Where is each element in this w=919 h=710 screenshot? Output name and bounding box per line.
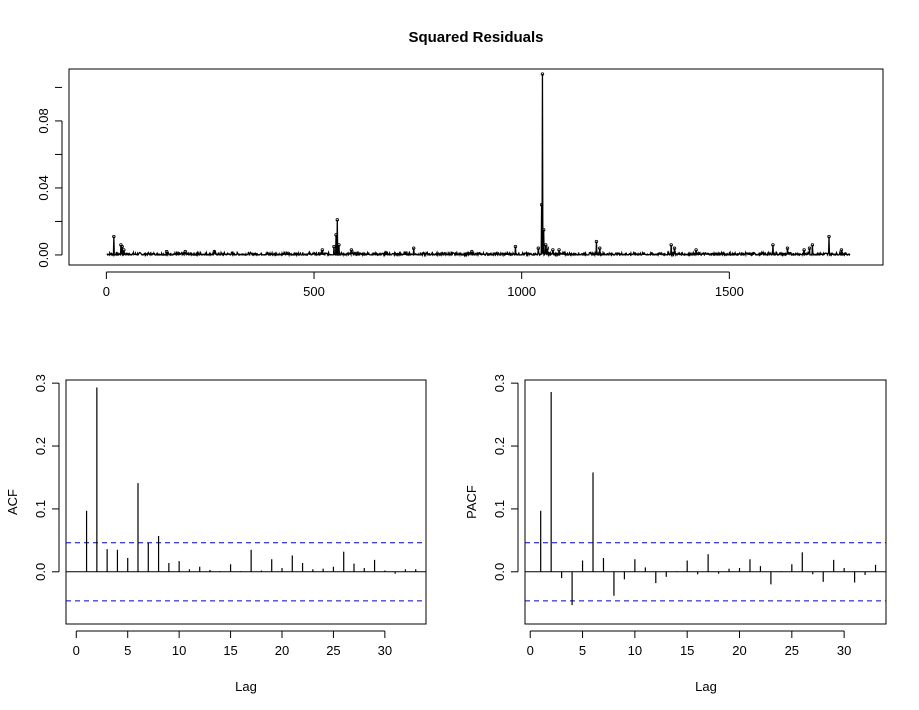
x-tick-label: 0 xyxy=(527,643,534,658)
residual-point xyxy=(164,249,169,254)
pacf-frame xyxy=(524,379,887,625)
x-tick-label: 25 xyxy=(785,643,799,658)
x-tick-label: 1000 xyxy=(507,284,536,299)
residual-point xyxy=(545,246,550,250)
residual-point xyxy=(669,243,673,247)
x-tick-label: 15 xyxy=(680,643,694,658)
x-tick-label: 0 xyxy=(103,284,110,299)
pacf-plot: 0 5 10 15 20 25 30 0.0 0.1 0.2 0.3 Lag PACF xyxy=(464,374,887,694)
residual-point xyxy=(810,243,815,247)
residual-point xyxy=(335,218,339,222)
acf-frame xyxy=(65,379,427,625)
acf-ylabel: ACF xyxy=(5,489,20,515)
residual-point xyxy=(513,244,518,249)
residual-point xyxy=(349,248,354,252)
x-tick-label: 20 xyxy=(275,643,289,658)
residual-point xyxy=(541,228,546,232)
residual-line xyxy=(106,74,851,258)
y-tick-label: 0.3 xyxy=(33,374,48,392)
acf-y-axis: 0.0 0.1 0.2 0.3 xyxy=(33,374,60,581)
residual-point xyxy=(536,246,540,250)
residual-point xyxy=(544,243,548,247)
y-tick-label: 0.04 xyxy=(36,175,51,200)
residual-point xyxy=(785,246,790,250)
residual-point xyxy=(771,243,775,247)
x-tick-label: 25 xyxy=(326,643,340,658)
x-tick-label: 5 xyxy=(124,643,131,658)
residual-point xyxy=(827,234,831,239)
plot-title: Squared Residuals xyxy=(408,29,543,46)
y-axis: 0.00 0.04 0.08 xyxy=(36,86,63,268)
residual-point xyxy=(412,246,416,250)
residual-point xyxy=(334,233,338,237)
residual-point xyxy=(540,72,545,76)
x-tick-label: 10 xyxy=(628,643,642,658)
residual-point xyxy=(807,246,812,250)
residual-point xyxy=(122,248,126,252)
residual-point xyxy=(694,248,698,252)
y-tick-label: 0.1 xyxy=(492,500,507,518)
residual-point xyxy=(839,248,844,252)
x-tick-label: 20 xyxy=(732,643,746,658)
y-tick-label: 0.00 xyxy=(36,242,51,267)
squared-residuals-plot: Squared Residuals 0 500 1000 1500 0.000.040… xyxy=(36,29,884,299)
acf-x-axis: 0 5 10 15 20 25 30 xyxy=(73,630,392,658)
residual-point xyxy=(112,234,116,239)
residual-point xyxy=(212,249,217,254)
residual-point xyxy=(557,248,561,252)
residual-point xyxy=(539,202,544,207)
y-tick-label: 0.08 xyxy=(36,108,51,133)
residual-point xyxy=(470,249,474,254)
x-axis: 0 500 1000 1500 xyxy=(103,271,744,299)
x-tick-label: 5 xyxy=(579,643,586,658)
pacf-ylabel: PACF xyxy=(464,485,479,519)
residual-point xyxy=(337,243,341,247)
x-tick-label: 1500 xyxy=(715,284,744,299)
pacf-x-axis: 0 5 10 15 20 25 30 xyxy=(527,630,851,658)
y-tick-label: 0.2 xyxy=(33,437,48,455)
residual-point xyxy=(332,244,336,249)
residual-point xyxy=(320,248,325,252)
residual-point xyxy=(183,249,187,254)
residual-series xyxy=(106,72,851,258)
residual-point xyxy=(120,244,124,249)
acf-xlabel: Lag xyxy=(235,679,257,694)
pacf-xlabel: Lag xyxy=(695,679,717,694)
pacf-y-axis: 0.0 0.1 0.2 0.3 xyxy=(492,374,519,581)
residual-point xyxy=(594,239,599,244)
residual-point xyxy=(551,248,555,252)
acf-bars xyxy=(66,387,426,602)
x-tick-label: 500 xyxy=(303,284,325,299)
y-tick-label: 0.3 xyxy=(492,374,507,392)
y-tick-label: 0.1 xyxy=(33,500,48,518)
residual-point xyxy=(672,246,677,250)
residual-point xyxy=(598,246,602,250)
residual-point xyxy=(802,248,806,252)
x-tick-label: 15 xyxy=(223,643,237,658)
x-tick-label: 0 xyxy=(73,643,80,658)
y-tick-label: 0.2 xyxy=(492,437,507,455)
pacf-bars xyxy=(525,391,886,606)
acf-plot: 0 5 10 15 20 25 30 0.0 0.1 0.2 0.3 Lag ACF xyxy=(5,374,427,694)
x-tick-label: 30 xyxy=(378,643,392,658)
y-tick-label: 0.0 xyxy=(492,563,507,581)
x-tick-label: 10 xyxy=(172,643,186,658)
plot-frame xyxy=(68,68,884,266)
x-tick-label: 30 xyxy=(837,643,851,658)
y-tick-label: 0.0 xyxy=(33,563,48,581)
